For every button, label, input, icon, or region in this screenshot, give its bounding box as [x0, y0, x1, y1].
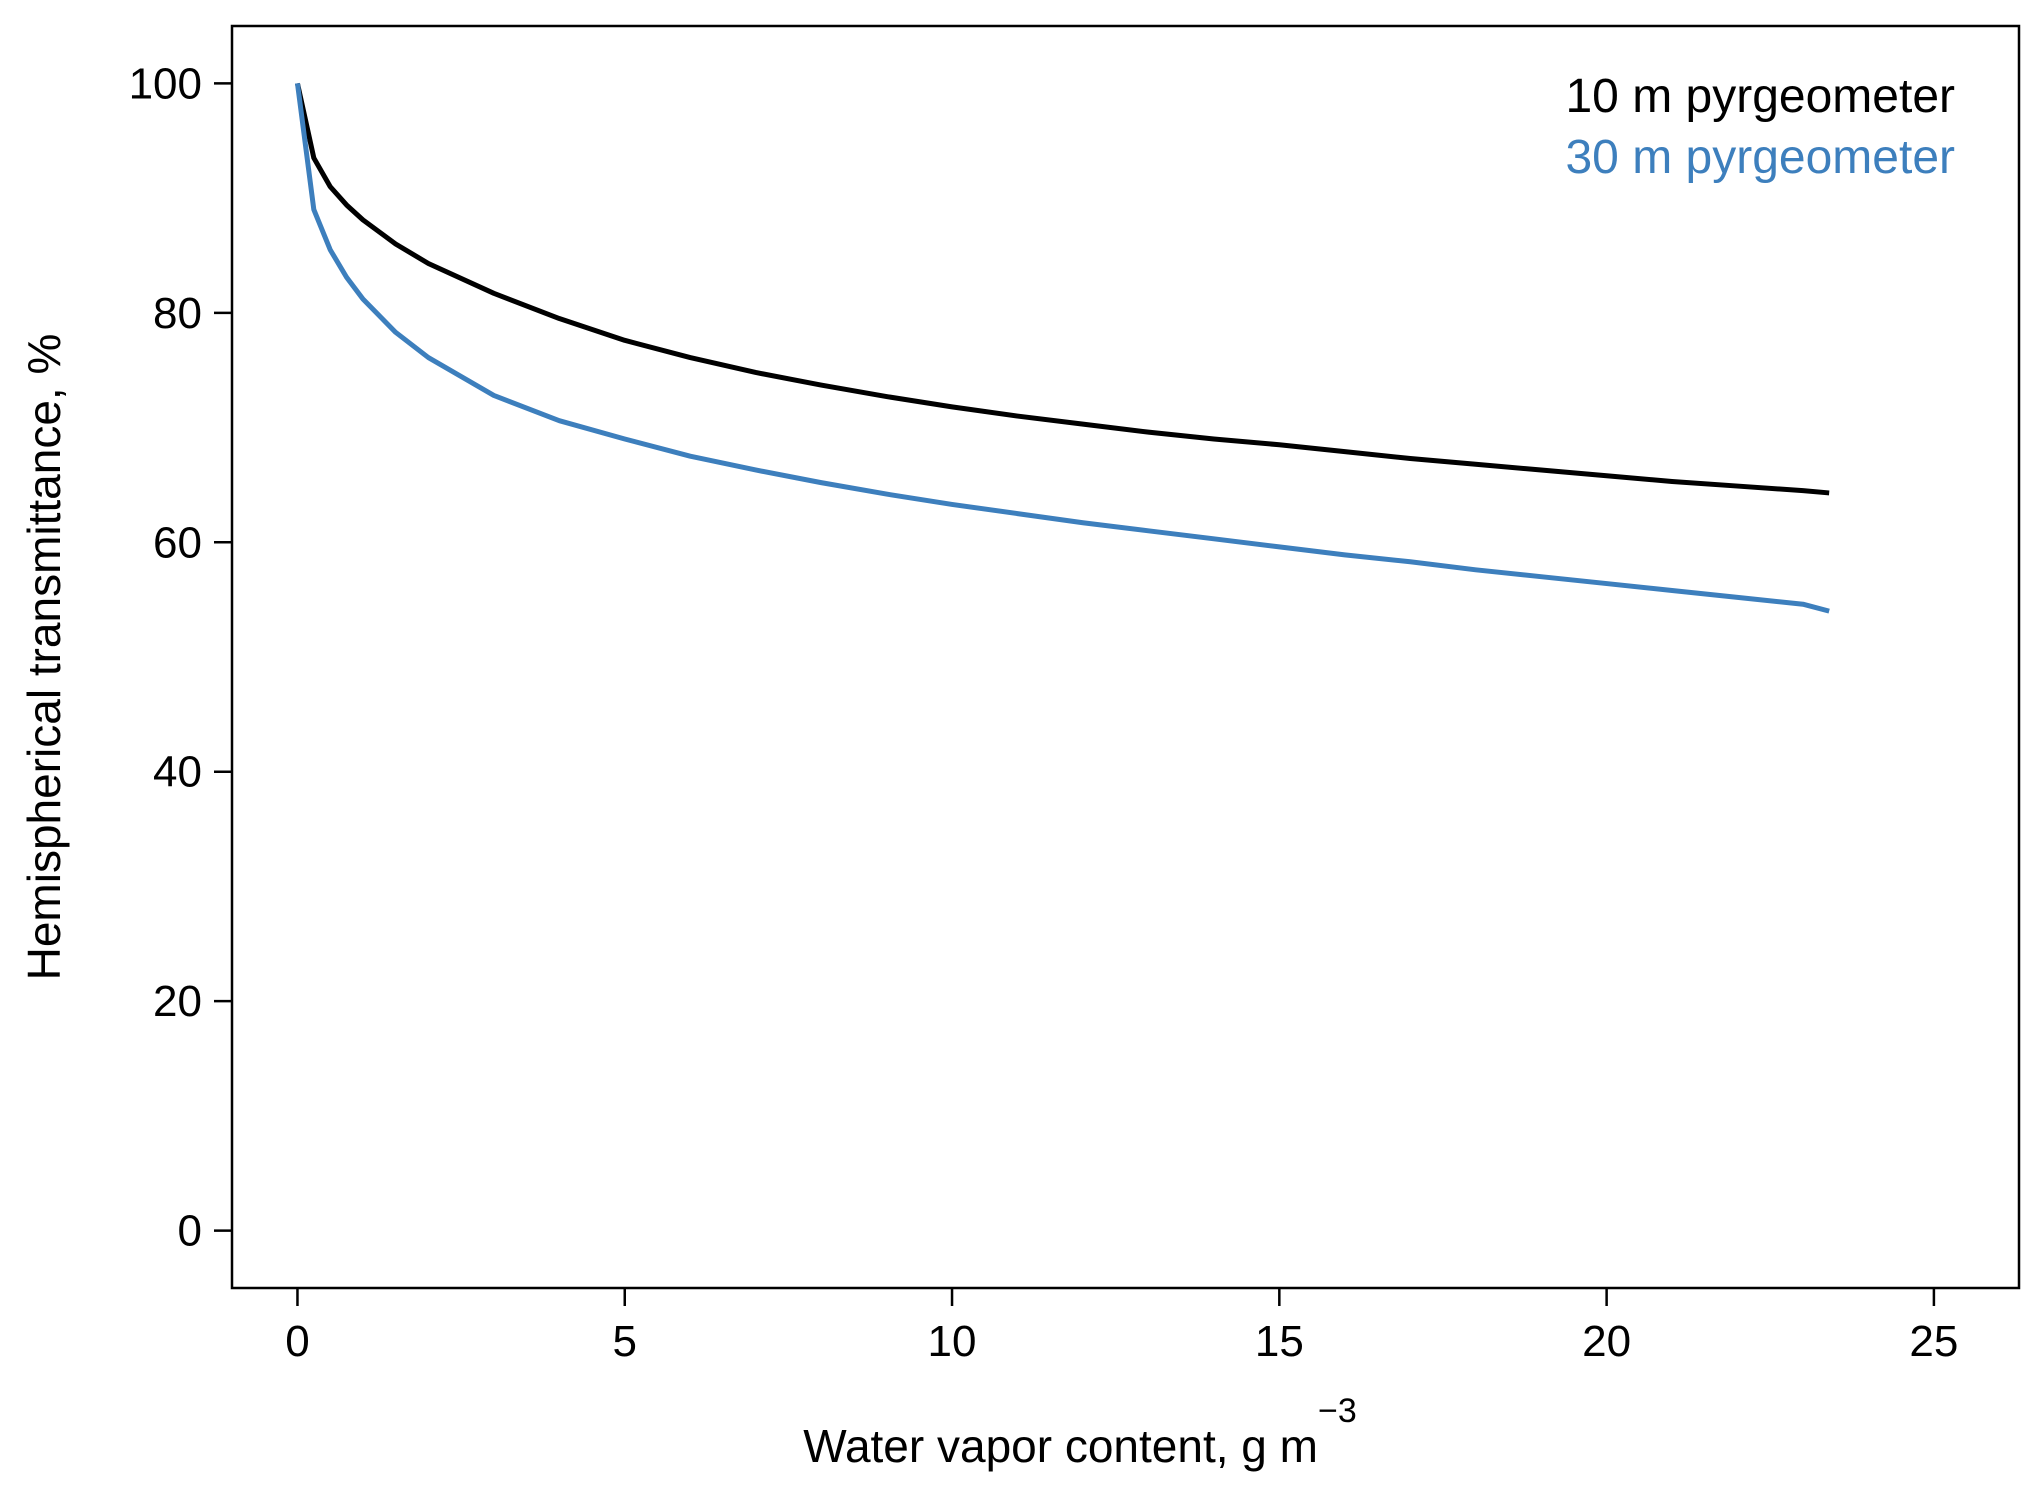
- y-axis-label: Hemispherical transmittance, %: [18, 334, 70, 981]
- plot-area: [230, 24, 2021, 1290]
- y-tick-label: 0: [178, 1207, 202, 1256]
- x-tick-label: 10: [928, 1317, 977, 1366]
- x-tick-label: 20: [1582, 1317, 1631, 1366]
- y-tick-label: 40: [153, 748, 202, 797]
- legend-entry-10m: 10 m pyrgeometer: [1565, 70, 1955, 123]
- legend-entry-30m: 30 m pyrgeometer: [1565, 131, 1955, 184]
- series-line-10m-pyrgeometer: [295, 82, 1830, 496]
- x-tick-label: 15: [1255, 1317, 1304, 1366]
- x-tick-label: 25: [1909, 1317, 1958, 1366]
- y-tick-label: 20: [153, 977, 202, 1026]
- x-tick-label: 5: [613, 1317, 637, 1366]
- x-axis-label: Water vapor content, g m−3: [803, 1392, 1357, 1472]
- series-line-30m-pyrgeometer: [294, 83, 1830, 614]
- x-tick-label: 0: [285, 1317, 309, 1366]
- y-tick-label: 80: [153, 289, 202, 338]
- y-tick-label: 100: [129, 59, 202, 108]
- x-axis-label-superscript: −3: [1318, 1392, 1357, 1430]
- y-axis-ticks: 0 20 40 60 80 100: [129, 59, 232, 1256]
- x-axis-label-text: Water vapor content, g m: [803, 1420, 1318, 1472]
- series-lines: [294, 82, 1830, 614]
- x-axis-ticks: 0 5 10 15 20 25: [285, 1288, 1958, 1366]
- y-tick-label: 60: [153, 518, 202, 567]
